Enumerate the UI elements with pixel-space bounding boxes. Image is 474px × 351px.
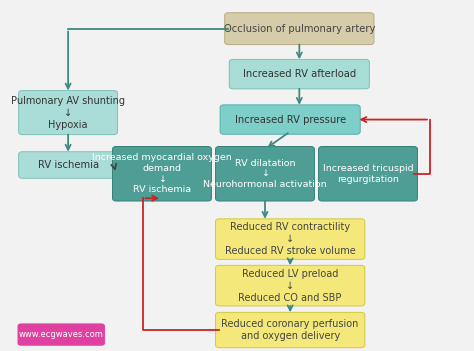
Text: Reduced LV preload
↓
Reduced CO and SBP: Reduced LV preload ↓ Reduced CO and SBP: [238, 269, 342, 303]
FancyBboxPatch shape: [216, 219, 365, 259]
Text: RV dilatation
↓
Neurohormonal activation: RV dilatation ↓ Neurohormonal activation: [203, 159, 327, 189]
Text: Occlusion of pulmonary artery: Occlusion of pulmonary artery: [224, 24, 375, 34]
FancyBboxPatch shape: [225, 13, 374, 45]
Text: Increased tricuspid
regurgitation: Increased tricuspid regurgitation: [323, 164, 413, 184]
FancyBboxPatch shape: [216, 312, 365, 348]
FancyBboxPatch shape: [229, 59, 369, 89]
Text: Reduced coronary perfusion
and oxygen delivery: Reduced coronary perfusion and oxygen de…: [221, 319, 359, 341]
Text: Reduced RV contractility
↓
Reduced RV stroke volume: Reduced RV contractility ↓ Reduced RV st…: [225, 222, 356, 256]
FancyBboxPatch shape: [216, 265, 365, 306]
Text: Increased myocardial oxygen
demand
↓
RV ischemia: Increased myocardial oxygen demand ↓ RV …: [92, 153, 232, 194]
FancyBboxPatch shape: [319, 146, 418, 201]
FancyBboxPatch shape: [220, 105, 360, 134]
FancyBboxPatch shape: [216, 146, 314, 201]
Text: Increased RV afterload: Increased RV afterload: [243, 69, 356, 79]
FancyBboxPatch shape: [18, 91, 118, 134]
FancyBboxPatch shape: [18, 323, 105, 346]
Text: Increased RV pressure: Increased RV pressure: [235, 114, 346, 125]
Text: RV ischemia: RV ischemia: [37, 160, 99, 170]
FancyBboxPatch shape: [112, 146, 211, 201]
FancyBboxPatch shape: [18, 152, 118, 178]
Text: Pulmonary AV shunting
↓
Hypoxia: Pulmonary AV shunting ↓ Hypoxia: [11, 95, 125, 130]
Text: www.ecgwaves.com: www.ecgwaves.com: [19, 330, 104, 339]
